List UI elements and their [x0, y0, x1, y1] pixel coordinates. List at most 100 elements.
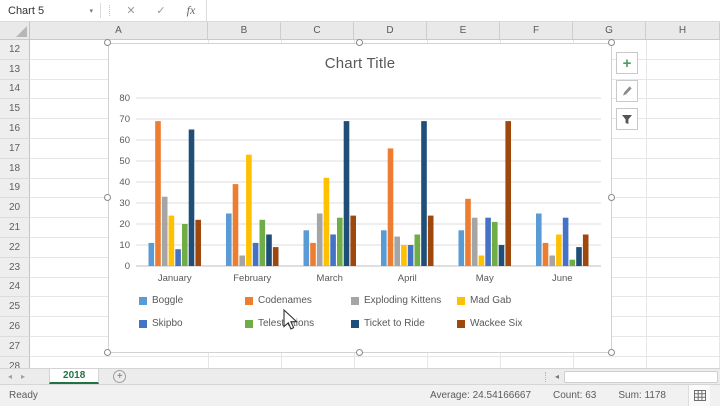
chart-selection-handle[interactable]	[104, 194, 111, 201]
scroll-left-icon[interactable]: ◂	[554, 372, 559, 381]
bar-mad-gab[interactable]	[401, 245, 407, 266]
bar-skipbo[interactable]	[175, 249, 181, 266]
bar-codenames[interactable]	[310, 242, 316, 266]
bar-boggle[interactable]	[226, 213, 232, 267]
chart-selection-handle[interactable]	[608, 194, 615, 201]
column-header-E[interactable]: E	[427, 22, 500, 39]
row-header-21[interactable]: 21	[0, 218, 30, 238]
bar-boggle[interactable]	[458, 230, 465, 266]
row-header-23[interactable]: 23	[0, 257, 30, 278]
column-header-D[interactable]: D	[354, 22, 427, 39]
chart-title[interactable]: Chart Title	[324, 55, 396, 72]
bar-wackee-six[interactable]	[195, 219, 201, 266]
row-header-25[interactable]: 25	[0, 297, 30, 318]
bar-telestrations[interactable]	[414, 234, 421, 267]
sheet-tab-2018[interactable]: 2018	[49, 369, 100, 384]
bar-wackee-six[interactable]	[350, 215, 356, 266]
chart-selection-handle[interactable]	[356, 349, 363, 356]
legend-item-boggle[interactable]: Boggle	[139, 295, 245, 306]
legend-item-skipbo[interactable]: Skipbo	[139, 318, 245, 329]
normal-view-button[interactable]	[688, 384, 710, 406]
bar-exploding-kittens[interactable]	[239, 255, 245, 267]
column-header-G[interactable]: G	[573, 22, 646, 39]
bar-wackee-six[interactable]	[427, 215, 434, 266]
add-sheet-button[interactable]: +	[113, 370, 127, 383]
legend-item-mad-gab[interactable]: Mad Gab	[457, 295, 569, 306]
bar-exploding-kittens[interactable]	[316, 213, 323, 267]
column-header-H[interactable]: H	[646, 22, 720, 39]
bar-boggle[interactable]	[536, 213, 542, 267]
bar-codenames[interactable]	[542, 242, 549, 266]
bar-ticket-to-ride[interactable]	[266, 234, 272, 267]
column-header-B[interactable]: B	[208, 22, 281, 39]
bar-exploding-kittens[interactable]	[161, 196, 168, 266]
row-header-16[interactable]: 16	[0, 119, 30, 139]
legend-item-wackee-six[interactable]: Wackee Six	[457, 318, 569, 329]
bar-codenames[interactable]	[465, 198, 471, 266]
formula-bar-input[interactable]	[206, 0, 720, 21]
bar-skipbo[interactable]	[407, 245, 414, 266]
row-header-27[interactable]: 27	[0, 336, 30, 357]
bar-codenames[interactable]	[155, 121, 161, 266]
row-header-28[interactable]: 28	[0, 356, 30, 368]
chart-selection-handle[interactable]	[608, 349, 615, 356]
bar-boggle[interactable]	[148, 242, 155, 266]
bar-ticket-to-ride[interactable]	[343, 121, 350, 266]
chart-legend[interactable]: Boggle Codenames Exploding Kittens Mad Gab S…	[139, 295, 569, 329]
row-header-19[interactable]: 19	[0, 178, 30, 199]
row-header-12[interactable]: 12	[0, 40, 30, 60]
row-header-26[interactable]: 26	[0, 317, 30, 337]
bar-exploding-kittens[interactable]	[471, 217, 478, 266]
prev-sheet-icon[interactable]: ◂	[8, 372, 13, 381]
bar-skipbo[interactable]	[485, 217, 491, 266]
row-header-17[interactable]: 17	[0, 138, 30, 159]
bar-mad-gab[interactable]	[168, 215, 175, 266]
bar-exploding-kittens[interactable]	[394, 236, 400, 266]
bar-mad-gab[interactable]	[246, 154, 252, 266]
bar-mad-gab[interactable]	[323, 177, 330, 266]
legend-item-codenames[interactable]: Codenames	[245, 295, 351, 306]
bar-ticket-to-ride[interactable]	[498, 245, 505, 266]
chevron-down-icon[interactable]: ▾	[89, 7, 93, 15]
chart-filters-button[interactable]	[616, 108, 638, 130]
bar-telestrations[interactable]	[569, 259, 576, 266]
bar-exploding-kittens[interactable]	[549, 255, 555, 267]
bar-wackee-six[interactable]	[505, 121, 511, 266]
bar-ticket-to-ride[interactable]	[576, 247, 582, 266]
bar-mad-gab[interactable]	[478, 255, 485, 267]
bar-skipbo[interactable]	[330, 234, 336, 267]
insert-function-icon[interactable]: fx	[186, 3, 196, 17]
chart-selection-handle[interactable]	[104, 39, 111, 46]
next-sheet-icon[interactable]: ▸	[21, 372, 26, 381]
row-header-22[interactable]: 22	[0, 237, 30, 258]
row-header-14[interactable]: 14	[0, 79, 30, 100]
chart-styles-button[interactable]	[616, 80, 638, 102]
horizontal-scrollbar[interactable]	[564, 370, 718, 383]
bar-skipbo[interactable]	[562, 217, 569, 266]
bar-wackee-six[interactable]	[272, 247, 279, 266]
row-cells[interactable]	[30, 337, 720, 357]
row-header-15[interactable]: 15	[0, 99, 30, 120]
select-all-button[interactable]	[0, 22, 30, 39]
column-header-C[interactable]: C	[281, 22, 354, 39]
bar-telestrations[interactable]	[337, 217, 343, 266]
bar-telestrations[interactable]	[259, 219, 266, 266]
enter-icon[interactable]: ✓	[156, 5, 166, 17]
legend-item-exploding-kittens[interactable]: Exploding Kittens	[351, 295, 457, 306]
column-header-F[interactable]: F	[500, 22, 573, 39]
chart-elements-button[interactable]: +	[616, 52, 638, 74]
bar-ticket-to-ride[interactable]	[188, 129, 195, 267]
row-cells[interactable]	[30, 357, 720, 368]
bar-mad-gab[interactable]	[556, 234, 562, 267]
cancel-icon[interactable]: ✕	[126, 5, 136, 17]
chart-selection-handle[interactable]	[104, 349, 111, 356]
bar-boggle[interactable]	[303, 230, 310, 266]
bar-boggle[interactable]	[381, 230, 387, 266]
bar-ticket-to-ride[interactable]	[421, 121, 427, 266]
legend-item-ticket-to-ride[interactable]: Ticket to Ride	[351, 318, 457, 329]
row-header-13[interactable]: 13	[0, 59, 30, 80]
row-header-24[interactable]: 24	[0, 277, 30, 298]
row-header-18[interactable]: 18	[0, 158, 30, 179]
chart-object[interactable]: Chart Title 0 10 20 30 40 50 60 70 80 January Febr…	[108, 43, 612, 353]
name-box[interactable]: Chart 5 ▾	[0, 0, 100, 21]
